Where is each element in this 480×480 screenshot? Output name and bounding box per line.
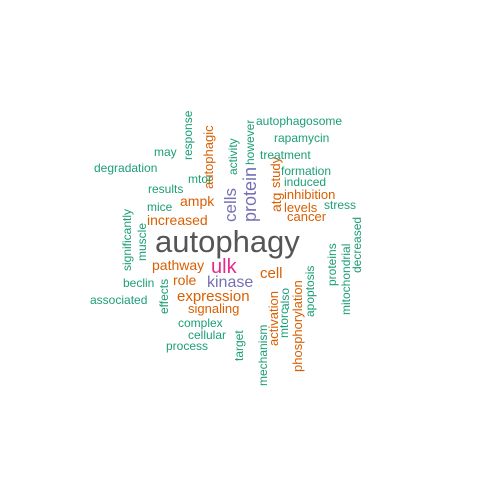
word-complex: complex — [178, 316, 223, 330]
word-mitochondrial: mitochondrial — [339, 244, 353, 315]
word-response: response — [181, 110, 195, 160]
word-muscle: muscle — [135, 223, 149, 261]
word-effects: effects — [157, 279, 171, 314]
word-mtorc: mtorc — [277, 308, 291, 338]
word-induced: induced — [284, 175, 326, 189]
word-cell: cell — [260, 265, 283, 282]
word-ulk: ulk — [211, 256, 238, 278]
word-also: also — [278, 288, 292, 310]
word-activation: activation — [266, 291, 281, 346]
word-role: role — [173, 272, 197, 288]
word-process: process — [166, 339, 208, 353]
word-autophagy: autophagy — [155, 224, 300, 259]
word-protein: protein — [240, 167, 260, 222]
word-atg: atg — [268, 193, 284, 212]
word-may: may — [154, 145, 177, 159]
word-pathway: pathway — [152, 257, 204, 273]
word-beclin: beclin — [123, 276, 154, 290]
word-degradation: degradation — [94, 161, 157, 175]
word-increased: increased — [147, 212, 208, 228]
word-study: study — [268, 156, 283, 188]
word-cellular: cellular — [188, 328, 226, 342]
word-phosphorylation: phosphorylation — [290, 280, 305, 372]
word-activity: activity — [226, 138, 240, 175]
word-mtor: mtor — [188, 172, 212, 186]
word-decreased: decreased — [350, 217, 364, 273]
word-inhibition: inhibition — [284, 187, 335, 202]
word-formation: formation — [281, 164, 331, 178]
word-apoptosis: apoptosis — [303, 266, 317, 317]
word-autophagic: autophagic — [201, 125, 216, 189]
word-associated: associated — [90, 293, 147, 307]
word-levels: levels — [284, 200, 318, 215]
word-cancer: cancer — [287, 209, 327, 224]
word-rapamycin: rapamycin — [274, 131, 329, 145]
word-ampk: ampk — [180, 193, 215, 209]
word-stress: stress — [324, 198, 356, 212]
word-expression: expression — [177, 288, 250, 305]
word-cells: cells — [221, 188, 240, 222]
word-target: target — [232, 330, 246, 361]
word-significantly: significantly — [120, 209, 134, 271]
word-autophagosome: autophagosome — [256, 114, 342, 128]
word-mechanism: mechanism — [256, 325, 270, 386]
word-signaling: signaling — [188, 301, 239, 316]
word-proteins: proteins — [325, 243, 339, 286]
word-mice: mice — [147, 200, 173, 214]
word-treatment: treatment — [260, 148, 311, 162]
word-however: however — [243, 120, 257, 165]
word-results: results — [148, 182, 183, 196]
word-kinase: kinase — [207, 274, 253, 291]
